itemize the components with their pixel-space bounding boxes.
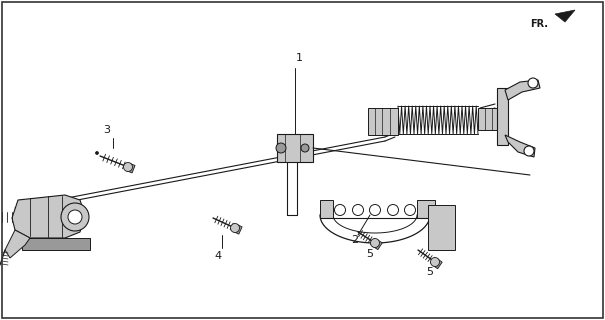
Polygon shape [368,108,398,135]
Text: 3: 3 [103,125,111,135]
Polygon shape [320,200,333,218]
Polygon shape [5,230,30,258]
Polygon shape [428,205,455,250]
Polygon shape [555,10,575,22]
Circle shape [335,204,345,215]
Circle shape [276,143,286,153]
Circle shape [370,204,381,215]
Circle shape [431,258,439,267]
Text: 1: 1 [295,53,302,63]
Circle shape [96,151,99,155]
Text: 5: 5 [427,267,434,277]
Circle shape [301,144,309,152]
Polygon shape [505,80,540,100]
Text: 5: 5 [367,249,373,259]
Polygon shape [12,195,85,238]
Circle shape [68,210,82,224]
Circle shape [387,204,399,215]
Text: FR.: FR. [530,19,548,29]
Circle shape [123,163,132,172]
Polygon shape [126,163,135,173]
Circle shape [353,204,364,215]
Polygon shape [22,238,90,250]
Circle shape [524,146,534,156]
Polygon shape [433,259,442,269]
Polygon shape [277,134,313,162]
Circle shape [528,78,538,88]
Text: 2: 2 [352,235,359,245]
Polygon shape [417,200,435,218]
Circle shape [231,223,240,233]
Polygon shape [373,240,382,250]
Text: 4: 4 [214,251,221,261]
Circle shape [61,203,89,231]
Circle shape [370,238,379,247]
Polygon shape [234,224,242,234]
Polygon shape [478,108,500,130]
Polygon shape [505,135,535,157]
Polygon shape [497,88,508,145]
Circle shape [405,204,416,215]
